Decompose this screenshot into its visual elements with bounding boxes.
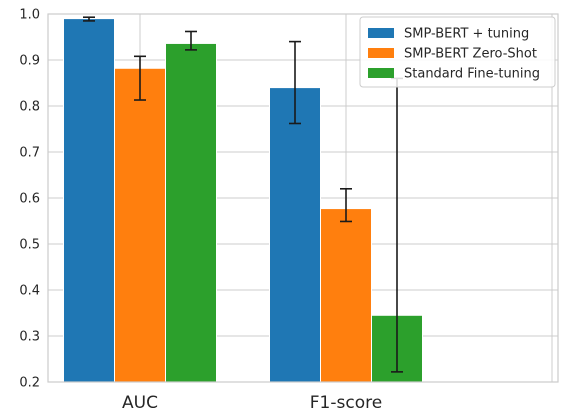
y-tick-label: 0.8 [19, 100, 40, 115]
y-tick-label: 0.4 [19, 284, 40, 299]
bar [269, 87, 321, 383]
bar [165, 42, 217, 383]
y-tick-label: 0.3 [19, 330, 40, 345]
y-tick-label: 0.5 [19, 238, 40, 253]
bar [63, 18, 115, 383]
bar [114, 67, 166, 383]
axes: 0.2 0.3 0.4 0.5 0.6 0.7 0.8 0.9 1.0 AUC F1-score [19, 8, 559, 413]
legend-box [359, 16, 556, 88]
legend-label: SMP-BERT + tuning [404, 27, 529, 42]
legend-swatch [368, 68, 394, 78]
y-tick-label: 0.9 [19, 54, 40, 69]
legend-swatch [368, 28, 394, 38]
error-bars [83, 16, 403, 373]
bar [320, 208, 372, 383]
x-tick-label: F1-score [310, 393, 382, 412]
bars [63, 18, 423, 383]
y-tick-label: 0.7 [19, 146, 40, 161]
legend-swatch [368, 48, 394, 58]
y-tick-label: 0.2 [19, 376, 40, 391]
legend-label: Standard Fine-tuning [404, 67, 540, 82]
legend-label: SMP-BERT Zero-Shot [404, 47, 537, 62]
y-tick-label: 0.6 [19, 192, 40, 207]
plot-frame [47, 13, 559, 383]
legend: SMP-BERT + tuning SMP-BERT Zero-Shot Stand… [359, 16, 556, 88]
x-tick-label: AUC [122, 393, 158, 412]
y-tick-label: 1.0 [19, 8, 40, 23]
